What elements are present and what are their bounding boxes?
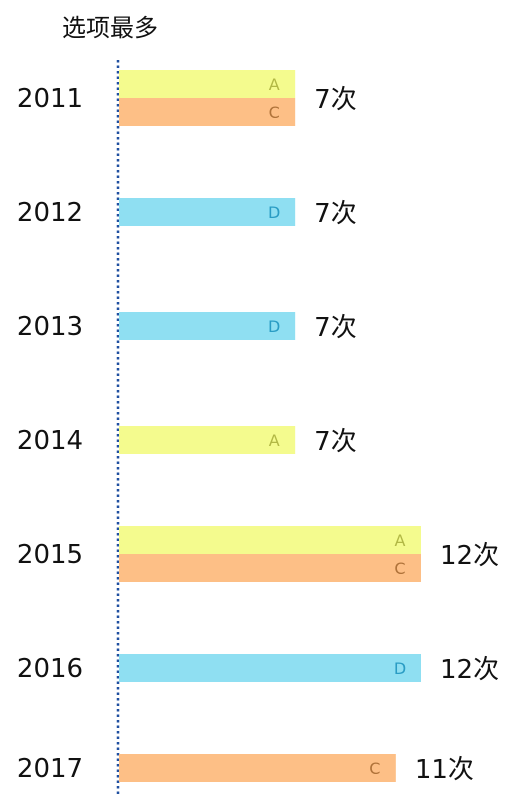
- option-label-2011-C: C: [269, 103, 280, 122]
- bar-2012-D: [119, 198, 296, 226]
- bar-2011-A: [119, 70, 296, 98]
- value-label-2017: 11次: [415, 755, 474, 785]
- year-label-2012: 2012: [17, 198, 83, 228]
- bar-2014-A: [119, 426, 296, 454]
- option-label-2015-C: C: [394, 559, 405, 578]
- chart-title: 选项最多: [62, 14, 158, 42]
- value-label-2013: 7次: [314, 313, 357, 343]
- option-label-2011-A: A: [269, 75, 280, 94]
- option-label-2013-D: D: [268, 317, 280, 336]
- value-label-2014: 7次: [314, 427, 357, 457]
- bar-2017-C: [119, 754, 396, 782]
- option-label-2014-A: A: [269, 431, 280, 450]
- bar-2015-C: [119, 554, 421, 582]
- value-label-2011: 7次: [314, 85, 357, 115]
- option-label-2015-A: A: [395, 531, 406, 550]
- value-label-2012: 7次: [314, 199, 357, 229]
- year-label-2016: 2016: [17, 654, 83, 684]
- year-label-2017: 2017: [17, 754, 83, 784]
- option-label-2012-D: D: [268, 203, 280, 222]
- bar-2016-D: [119, 654, 421, 682]
- year-label-2011: 2011: [17, 84, 83, 114]
- year-label-2013: 2013: [17, 312, 83, 342]
- bar-2013-D: [119, 312, 296, 340]
- option-label-2016-D: D: [394, 659, 406, 678]
- value-label-2016: 12次: [440, 655, 499, 685]
- bar-2015-A: [119, 526, 421, 554]
- year-label-2014: 2014: [17, 426, 83, 456]
- bar-2011-C: [119, 98, 296, 126]
- value-label-2015: 12次: [440, 541, 499, 571]
- option-label-2017-C: C: [369, 759, 380, 778]
- year-label-2015: 2015: [17, 540, 83, 570]
